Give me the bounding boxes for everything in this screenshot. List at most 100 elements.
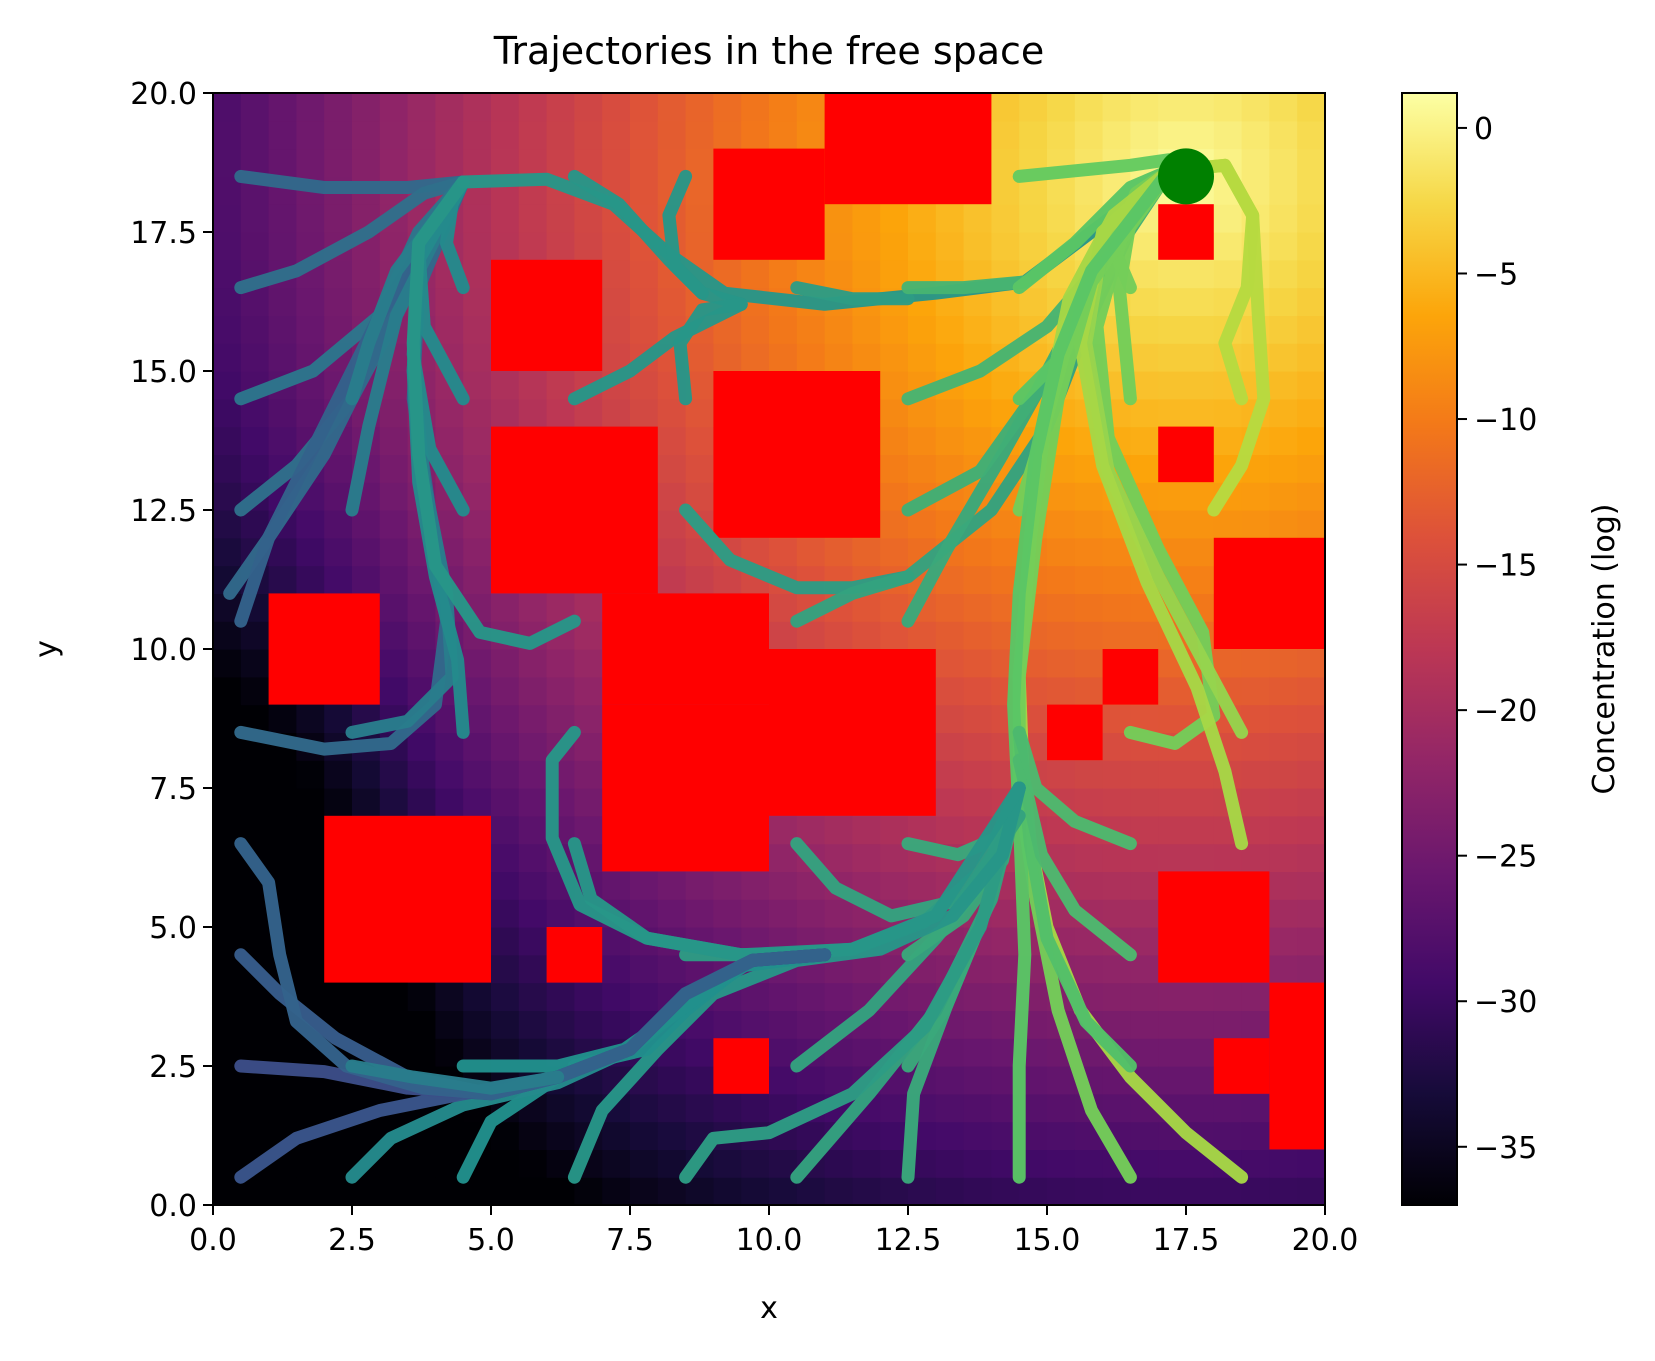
heatmap-cell: [713, 93, 742, 122]
heatmap-cell: [463, 343, 492, 372]
heatmap-cell: [796, 899, 826, 928]
heatmap-cell: [963, 1149, 992, 1178]
heatmap-cell: [407, 649, 436, 678]
heatmap-cell: [963, 315, 992, 344]
heatmap-cell: [463, 204, 492, 233]
heatmap-cell: [685, 343, 714, 372]
heatmap-cell: [240, 204, 270, 233]
heatmap-cell: [518, 927, 548, 956]
heatmap-cell: [1297, 482, 1325, 511]
heatmap-cell: [991, 93, 1020, 122]
heatmap-cell: [324, 565, 353, 594]
heatmap-cell: [491, 871, 520, 900]
heatmap-cell: [268, 343, 297, 372]
heatmap-cell: [685, 454, 714, 483]
heatmap-cell: [657, 287, 687, 316]
heatmap-cell: [379, 482, 409, 511]
heatmap-cell: [1074, 954, 1104, 984]
heatmap-cell: [518, 1177, 548, 1205]
heatmap-cell: [963, 232, 992, 261]
heatmap-cell: [268, 815, 297, 845]
heatmap-cell: [1130, 426, 1159, 455]
heatmap-cell: [1241, 1010, 1270, 1039]
heatmap-cell: [435, 315, 464, 344]
heatmap-cell: [379, 649, 409, 678]
trajectory: [1012, 153, 1176, 183]
heatmap-cell: [463, 676, 492, 706]
heatmap-cell: [1047, 1066, 1076, 1095]
heatmap-cell: [963, 732, 992, 761]
heatmap-cell: [213, 204, 242, 233]
heatmap-cell: [852, 954, 881, 984]
heatmap-cell: [546, 1121, 575, 1150]
heatmap-cell: [518, 871, 548, 900]
heatmap-cell: [268, 1177, 297, 1205]
heatmap-cell: [991, 232, 1020, 261]
heatmap-cell: [463, 426, 492, 455]
colorbar-tick-label: −15: [1474, 549, 1537, 584]
heatmap-cell: [463, 148, 492, 177]
heatmap-cell: [296, 843, 325, 872]
heatmap-cell: [741, 1093, 770, 1123]
heatmap-cell: [685, 204, 714, 233]
heatmap-cell: [1158, 343, 1187, 372]
heatmap-cell: [602, 1121, 631, 1150]
heatmap-cell: [1102, 899, 1131, 928]
obstacle: [1213, 1038, 1270, 1094]
heatmap-cell: [908, 871, 937, 900]
heatmap-cell: [1213, 120, 1243, 150]
heatmap-cell: [935, 760, 965, 789]
heatmap-cell: [1130, 343, 1159, 372]
trajectory: [662, 169, 709, 300]
heatmap-cell: [1186, 565, 1215, 594]
heatmap-cell: [379, 426, 409, 455]
heatmap-cell: [1269, 232, 1298, 261]
heatmap-cell: [1269, 1149, 1298, 1178]
heatmap-cell: [1158, 788, 1187, 817]
heatmap-cell: [935, 649, 965, 678]
heatmap-cell: [824, 537, 853, 567]
heatmap-cell: [407, 1177, 436, 1205]
x-tick-label: 7.5: [606, 1223, 654, 1258]
heatmap-cell: [463, 93, 492, 122]
y-tick-label: 0.0: [149, 1189, 197, 1224]
heatmap-cell: [1269, 927, 1298, 956]
heatmap-cell: [518, 398, 548, 428]
heatmap-cell: [908, 343, 937, 372]
heatmap-cell: [491, 398, 520, 428]
heatmap-cell: [1102, 621, 1131, 650]
heatmap-cell: [296, 120, 325, 150]
heatmap-cell: [1102, 93, 1131, 122]
heatmap-cell: [935, 343, 965, 372]
heatmap-cell: [1297, 1177, 1325, 1205]
heatmap-cell: [713, 343, 742, 372]
heatmap-cell: [518, 232, 548, 261]
heatmap-cell: [1269, 259, 1298, 289]
heatmap-cell: [240, 1177, 270, 1205]
heatmap-cell: [1158, 843, 1187, 872]
heatmap-cell: [407, 93, 436, 122]
heatmap-cell: [1297, 93, 1325, 122]
obstacle: [713, 1038, 769, 1094]
y-tick-label: 2.5: [149, 1050, 197, 1085]
x-tick-label: 2.5: [328, 1223, 376, 1258]
heatmap-cell: [574, 1177, 603, 1205]
heatmap-cell: [630, 954, 659, 984]
heatmap-cell: [491, 843, 520, 872]
x-tick-label: 5.0: [467, 1223, 515, 1258]
heatmap-cell: [1047, 760, 1076, 789]
heatmap-cell: [824, 815, 853, 845]
heatmap-cell: [685, 1093, 714, 1123]
heatmap-cell: [491, 1010, 520, 1039]
heatmap-cell: [379, 760, 409, 789]
heatmap-cell: [852, 1121, 881, 1150]
heatmap-cell: [296, 315, 325, 344]
heatmap-cell: [1158, 1010, 1187, 1039]
heatmap-cell: [713, 1149, 742, 1178]
heatmap-cell: [908, 454, 937, 483]
heatmap-cell: [1102, 593, 1131, 622]
heatmap-cell: [240, 676, 270, 706]
heatmap-cell: [324, 204, 353, 233]
heatmap-cell: [268, 232, 297, 261]
